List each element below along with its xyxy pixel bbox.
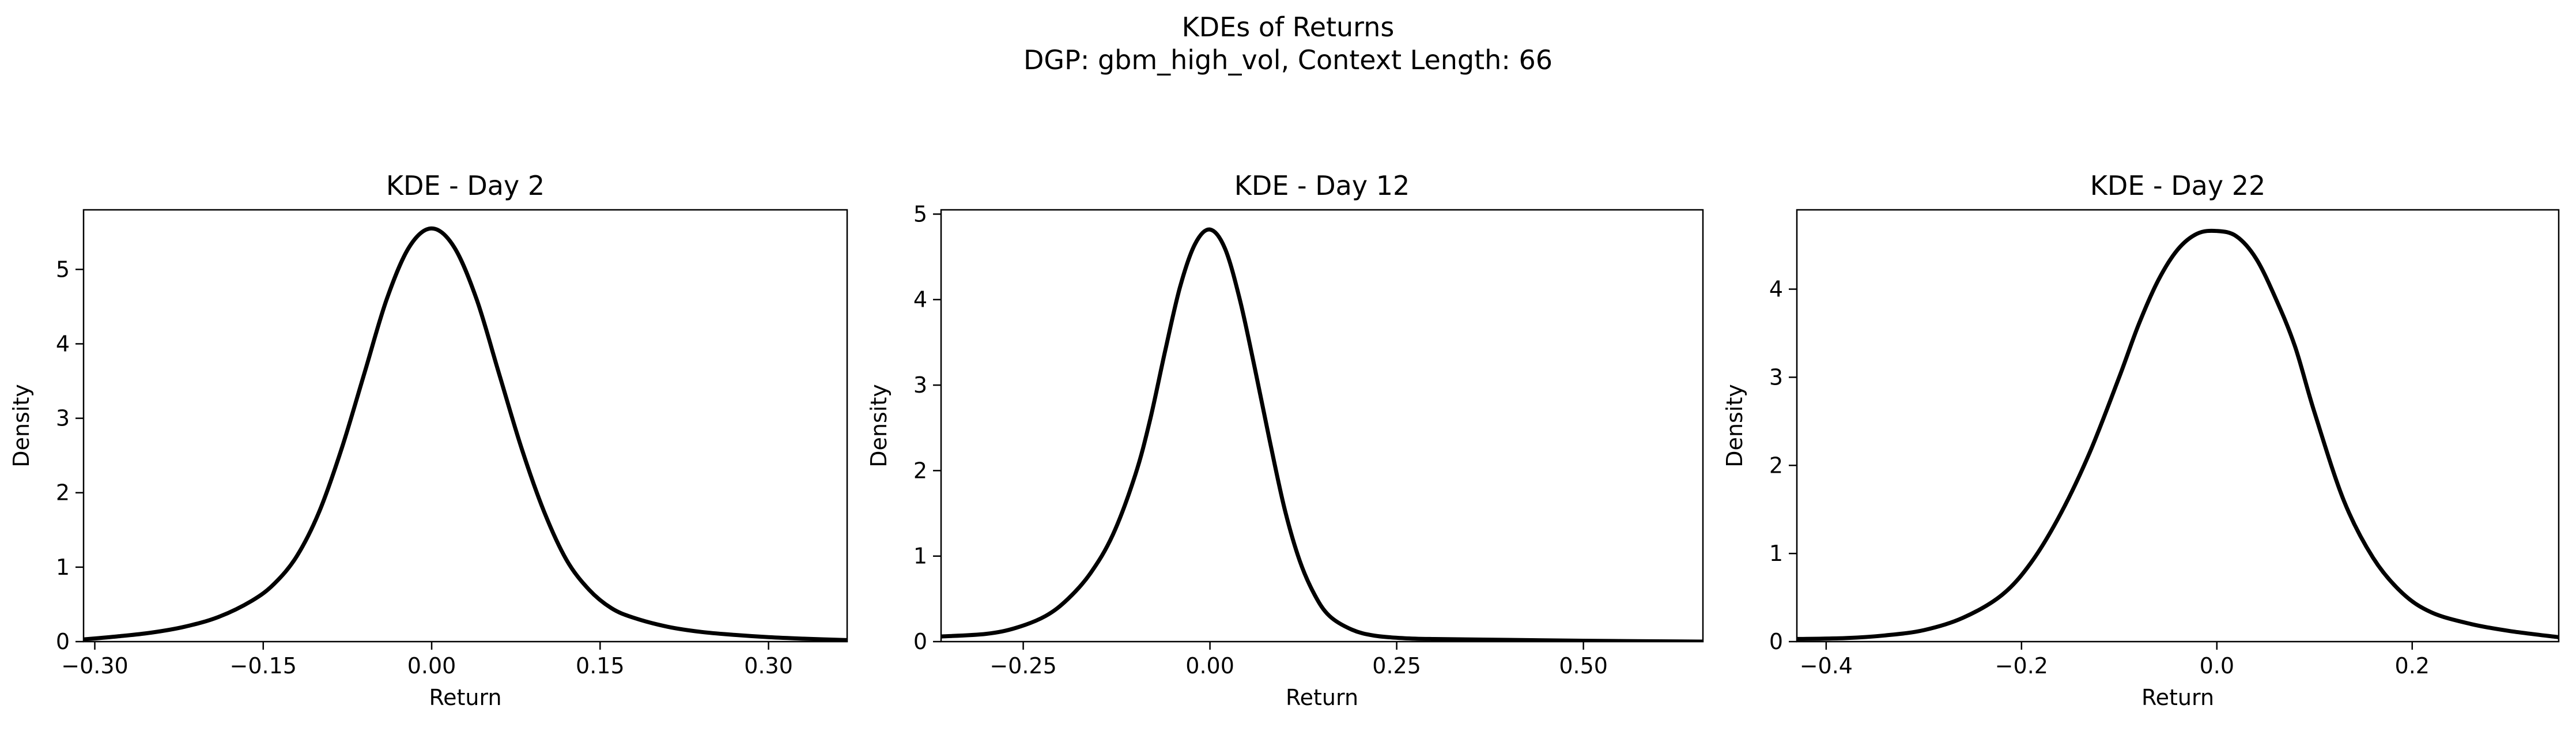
figure-subtitle: DGP: gbm_high_vol, Context Length: 66 — [1023, 44, 1553, 76]
kde-curve-line — [84, 226, 847, 642]
x-axis-label: Return — [429, 685, 501, 710]
panel-title: KDE - Day 22 — [2090, 170, 2265, 201]
y-tick-label: 0 — [56, 629, 70, 654]
x-tick-label: −0.2 — [1995, 653, 2048, 679]
x-tick-label: 0.0 — [2200, 653, 2234, 679]
x-tick-label: −0.15 — [230, 653, 297, 679]
y-tick-label: 0 — [1769, 629, 1783, 654]
kde-panel-2: −0.25 0.00 0.25 0.50 0 1 2 3 4 5 KDE - Day 12 Retur… — [866, 170, 1704, 710]
y-tick-label: 2 — [913, 458, 927, 483]
y-tick-label: 3 — [56, 406, 70, 431]
y-tick-label: 2 — [1769, 453, 1783, 478]
x-tick-label: −0.4 — [1800, 653, 1853, 679]
y-axis-label: Density — [866, 384, 892, 467]
y-tick-label: 0 — [913, 629, 927, 654]
axes-frame — [82, 209, 848, 643]
y-tick-label: 4 — [913, 287, 927, 312]
y-tick-label: 5 — [56, 257, 70, 282]
axes-frame — [1796, 209, 2560, 643]
x-tick-label: −0.25 — [989, 653, 1056, 679]
x-tick-label: 0.15 — [576, 653, 625, 679]
y-axis-label: Density — [1722, 384, 1747, 467]
y-tick-label: 1 — [56, 555, 70, 580]
x-tick-label: 0.00 — [1185, 653, 1234, 679]
kde-curve-line — [1797, 228, 2559, 641]
x-tick-label: 0.50 — [1559, 653, 1608, 679]
y-tick-label: 4 — [1769, 277, 1783, 302]
x-tick-label: 0.30 — [744, 653, 793, 679]
y-tick-label: 3 — [913, 372, 927, 398]
x-tick-label: 0.2 — [2395, 653, 2430, 679]
x-axis-label: Return — [1286, 685, 1358, 710]
panel-title: KDE - Day 2 — [386, 170, 545, 201]
panel-title: KDE - Day 12 — [1234, 170, 1410, 201]
x-tick-label: −0.30 — [61, 653, 128, 679]
axes-frame — [940, 209, 1704, 643]
x-tick-label: 0.00 — [407, 653, 456, 679]
kde-panel-1: −0.30 −0.15 0.00 0.15 0.30 0 1 2 3 4 5 KDE - Day 2 R… — [9, 170, 848, 710]
y-axis-label: Density — [9, 384, 34, 467]
y-tick-label: 1 — [913, 544, 927, 569]
y-tick-label: 5 — [913, 201, 927, 227]
y-tick-label: 1 — [1769, 541, 1783, 566]
kde-panel-3: −0.4 −0.2 0.0 0.2 0 1 2 3 4 KDE - Day 22 Return Den… — [1722, 170, 2560, 710]
y-tick-label: 3 — [1769, 364, 1783, 390]
figure-title: KDEs of Returns — [1182, 12, 1395, 43]
x-axis-label: Return — [2141, 685, 2214, 710]
x-tick-label: 0.25 — [1372, 653, 1421, 679]
y-tick-label: 2 — [56, 480, 70, 506]
y-tick-label: 4 — [56, 331, 70, 356]
kde-curve-line — [941, 227, 1703, 642]
